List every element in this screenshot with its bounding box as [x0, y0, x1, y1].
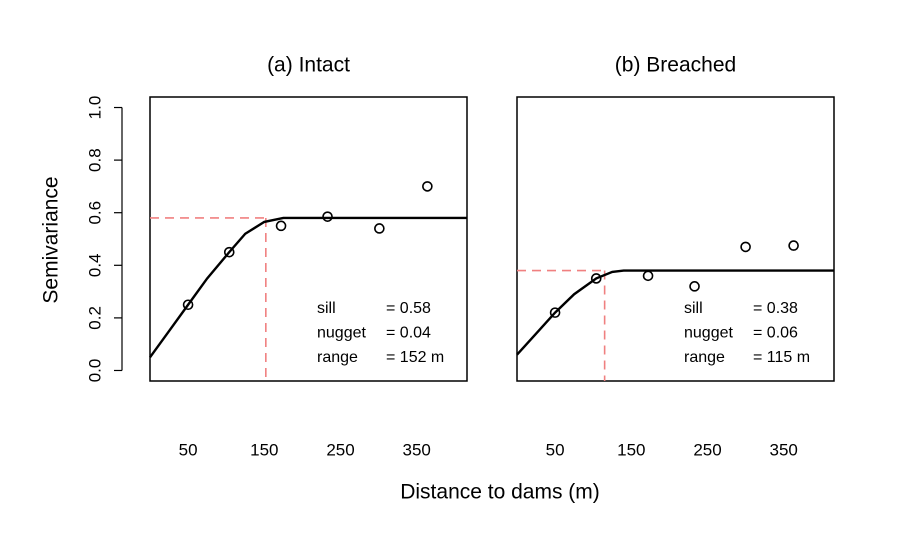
note-name: sill — [317, 300, 336, 317]
x-tick-label: 150 — [617, 440, 645, 459]
point — [275, 220, 287, 232]
model-curve — [516, 269, 834, 356]
note-name: range — [317, 349, 358, 366]
point — [374, 223, 385, 234]
y-tick-label: 0.8 — [85, 148, 104, 172]
point — [642, 270, 654, 282]
y-tick-label: 0.2 — [85, 306, 104, 330]
y-tick-label: 0.6 — [85, 201, 104, 225]
note-value: = 0.04 — [386, 325, 431, 342]
point — [182, 299, 194, 311]
plot-frame — [149, 96, 468, 382]
panel-title: (b) Breached — [615, 54, 736, 77]
x-tick-label: 350 — [403, 440, 431, 459]
point — [689, 281, 700, 292]
x-tick-label: 250 — [693, 440, 721, 459]
note-name: nugget — [317, 325, 366, 342]
note-value: = 0.58 — [386, 300, 431, 317]
x-tick-label: 150 — [250, 440, 278, 459]
point — [422, 181, 433, 192]
point — [223, 246, 235, 258]
note-name: range — [684, 349, 725, 366]
y-axis-label: Semivariance — [40, 176, 63, 303]
note-name: sill — [684, 300, 703, 317]
note-value: = 152 m — [386, 349, 444, 366]
x-tick-label: 250 — [326, 440, 354, 459]
panel-title: (a) Intact — [267, 54, 350, 77]
y-tick-label: 1.0 — [85, 96, 104, 120]
x-tick-label: 50 — [179, 440, 198, 459]
plot-frame — [516, 96, 835, 382]
model-curve — [149, 216, 467, 359]
y-tick-label: 0.4 — [85, 253, 104, 277]
note-value: = 115 m — [753, 349, 810, 366]
x-axis-label: Distance to dams (m) — [400, 481, 600, 504]
point — [740, 241, 751, 253]
note-name: nugget — [684, 325, 733, 342]
y-tick-label: 0.0 — [85, 359, 104, 383]
note-value: = 0.38 — [753, 300, 798, 317]
x-tick-label: 350 — [770, 440, 798, 459]
note-value: = 0.06 — [753, 325, 798, 342]
point — [549, 307, 561, 318]
x-tick-label: 50 — [546, 440, 565, 459]
point — [322, 211, 333, 222]
point — [788, 240, 799, 251]
point — [590, 273, 602, 284]
